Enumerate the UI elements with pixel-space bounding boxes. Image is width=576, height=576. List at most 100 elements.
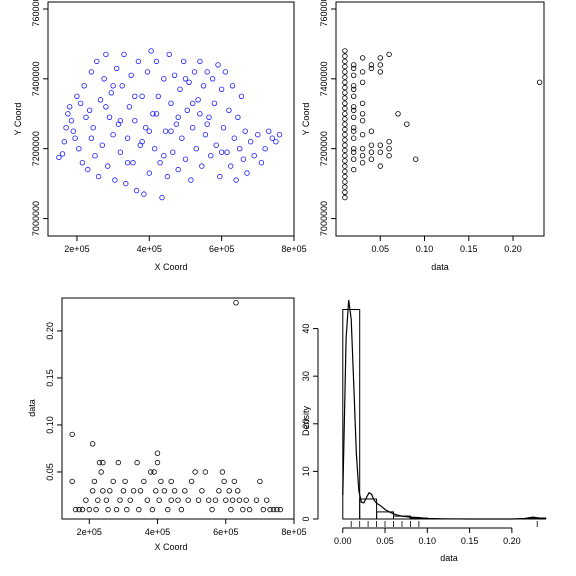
scatter-point: [342, 95, 348, 101]
scatter-point: [351, 65, 357, 72]
scatter-point: [117, 497, 123, 503]
histogram-bars: [342, 309, 547, 520]
scatter-point: [342, 69, 348, 75]
scatter-point: [342, 152, 348, 159]
y-tick-label: 7400000: [31, 61, 41, 96]
scatter-point: [351, 86, 357, 92]
x-tick-label: 0.15: [461, 536, 479, 546]
scatter-point: [342, 131, 348, 138]
scatter-point: [133, 187, 140, 194]
scatter-point: [103, 497, 110, 503]
scatter-point: [182, 76, 189, 82]
scatter-point: [159, 194, 165, 201]
scatter-point: [342, 100, 348, 106]
panel-data-vs-xcoord: 2e+05 4e+05 6e+05 8e+05 0.05 0.10 0.15 0.20 X C…: [27, 297, 307, 552]
scatter-point: [179, 135, 185, 141]
scatter-point: [103, 51, 109, 58]
scatter-point: [124, 135, 131, 141]
scatter-point: [244, 170, 250, 176]
scatter-point: [209, 76, 216, 82]
scatter-point: [351, 62, 357, 68]
scatter-point: [395, 111, 401, 117]
scatter-points: [69, 300, 284, 513]
y-tick-label: 40: [301, 324, 311, 334]
y-tick-label: 20: [301, 419, 311, 429]
scatter-point: [117, 149, 124, 155]
panel-histogram-density: 0.00 0.05 0.10 0.15 0.20 0 10 20 30 40 data Densi…: [301, 299, 547, 563]
scatter-point: [154, 450, 161, 456]
x-tick-label: 0.05: [376, 536, 394, 546]
scatter-point: [413, 156, 419, 162]
scatter-point: [233, 300, 239, 306]
scatter-point: [171, 72, 178, 78]
scatter-point: [208, 152, 214, 159]
scatter-point: [260, 506, 266, 513]
x-tick-label: 8e+05: [281, 527, 306, 537]
y-tick-label: 0.20: [45, 322, 55, 340]
scatter-point: [217, 173, 223, 180]
scatter-point: [342, 48, 348, 54]
scatter-point: [144, 69, 151, 75]
scatter-point: [216, 488, 222, 494]
scatter-point: [342, 63, 348, 70]
scatter-point: [127, 497, 133, 503]
histogram-bar: [359, 498, 378, 520]
scatter-point: [226, 107, 232, 113]
scatter-point: [205, 497, 212, 503]
y-tick-label: 7600000: [31, 0, 41, 27]
scatter-point: [66, 104, 73, 110]
scatter-point: [342, 111, 348, 117]
scatter-point: [351, 93, 357, 99]
scatter-point: [368, 149, 375, 155]
scatter-point: [342, 179, 348, 185]
y-tick-label: 0.15: [45, 369, 55, 387]
scatter-point: [213, 142, 219, 148]
scatter-point: [386, 138, 392, 145]
x-tick-label: 2e+05: [77, 527, 102, 537]
scatter-point: [56, 154, 62, 161]
x-axis-label: X Coord: [154, 262, 187, 272]
scatter-point: [121, 51, 127, 58]
scatter-point: [110, 478, 116, 485]
x-tick-label: 2e+05: [64, 244, 89, 254]
y-tick-label: 7200000: [31, 131, 41, 166]
scatter-point: [264, 497, 270, 503]
y-tick-label: 30: [301, 371, 311, 381]
plot-frame: [47, 1, 295, 237]
scatter-point: [386, 51, 392, 58]
scatter-point: [342, 74, 348, 80]
scatter-point: [342, 158, 348, 164]
scatter-point: [100, 488, 106, 494]
scatter-point: [191, 69, 198, 75]
scatter-point: [135, 58, 142, 65]
scatter-point: [536, 79, 543, 85]
scatter-point: [157, 159, 163, 166]
scatter-point: [377, 163, 383, 169]
scatter-point: [342, 194, 348, 201]
scatter-point: [342, 58, 348, 65]
scatter-point: [61, 138, 68, 145]
scatter-point: [188, 177, 194, 183]
y-tick-label: 7400000: [319, 61, 329, 96]
scatter-point: [175, 497, 181, 503]
tick-marks: 0.00 0.05 0.10 0.15 0.20 0 10 20 30 40: [301, 324, 521, 546]
scatter-point: [155, 93, 161, 99]
scatter-point: [342, 147, 348, 154]
scatter-point: [257, 478, 263, 485]
y-tick-label: 0.10: [45, 416, 55, 434]
scatter-point: [351, 149, 357, 155]
scatter-point: [199, 488, 205, 494]
scatter-point: [377, 69, 383, 75]
scatter-point: [206, 114, 212, 120]
scatter-point: [149, 506, 156, 513]
scatter-point: [231, 135, 237, 141]
scatter-point: [238, 93, 245, 99]
scatter-point: [277, 506, 284, 513]
scatter-point: [154, 459, 161, 466]
scatter-point: [95, 497, 101, 503]
scatter-point: [91, 478, 98, 485]
scatter-point: [132, 117, 138, 124]
scatter-point: [266, 128, 272, 134]
scatter-point: [65, 111, 71, 117]
x-tick-label: 0.10: [419, 536, 437, 546]
